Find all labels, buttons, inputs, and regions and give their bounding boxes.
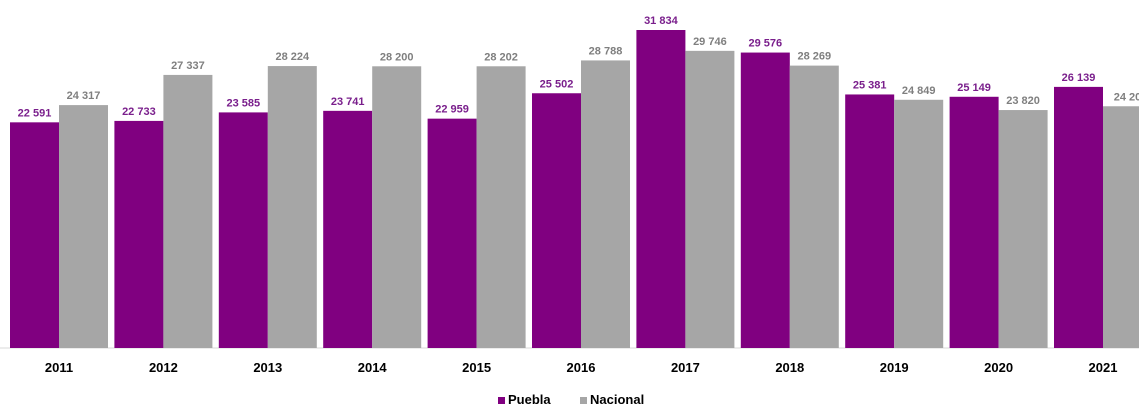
category-label-2016: 2016 xyxy=(567,360,596,375)
category-label-2019: 2019 xyxy=(880,360,909,375)
data-label-nacional-2021: 24 20 xyxy=(1114,91,1139,103)
data-label-puebla-2014: 23 741 xyxy=(331,96,365,108)
category-labels: 2011 2012 2013 2014 2015 2016 2017 2018 2019 2020… xyxy=(45,360,1118,375)
data-label-nacional-2014: 28 200 xyxy=(380,51,414,63)
data-label-puebla-2020: 25 149 xyxy=(957,82,991,94)
data-label-puebla-2019: 25 381 xyxy=(853,79,887,91)
bar-puebla-2017 xyxy=(636,30,686,348)
data-label-puebla-2016: 25 502 xyxy=(540,78,574,90)
legend: Puebla Nacional xyxy=(498,392,644,407)
bar-nacional-2020 xyxy=(998,110,1048,348)
bar-puebla-2020 xyxy=(949,96,999,349)
category-label-2018: 2018 xyxy=(775,360,804,375)
bar-puebla-2013 xyxy=(218,112,268,349)
bar-nacional-2012 xyxy=(163,74,213,348)
bar-puebla-2019 xyxy=(845,94,895,348)
data-label-puebla-2018: 29 576 xyxy=(748,38,782,50)
bar-puebla-2021 xyxy=(1054,86,1103,349)
data-label-nacional-2015: 28 202 xyxy=(484,51,518,63)
bars-group: 22 591 24 317 22 733 27 337 23 585 28 224 23 7… xyxy=(10,15,1139,349)
data-label-nacional-2019: 24 849 xyxy=(902,85,936,97)
data-label-nacional-2017: 29 746 xyxy=(693,36,727,48)
bar-puebla-2011 xyxy=(10,122,59,348)
data-label-puebla-2013: 23 585 xyxy=(226,97,260,109)
bar-puebla-2012 xyxy=(114,120,164,348)
data-label-nacional-2013: 28 224 xyxy=(275,51,310,63)
bar-nacional-2019 xyxy=(894,99,944,349)
data-label-nacional-2018: 28 269 xyxy=(797,51,831,63)
category-label-2013: 2013 xyxy=(253,360,282,375)
category-label-2014: 2014 xyxy=(358,360,388,375)
bar-nacional-2015 xyxy=(476,66,526,348)
legend-swatch-puebla xyxy=(498,397,505,404)
bar-puebla-2014 xyxy=(323,110,373,348)
data-label-puebla-2017: 31 834 xyxy=(644,15,679,27)
data-label-nacional-2020: 23 820 xyxy=(1006,95,1040,107)
legend-label-puebla: Puebla xyxy=(508,392,551,407)
bar-nacional-2013 xyxy=(267,66,317,348)
data-label-puebla-2021: 26 139 xyxy=(1062,72,1096,84)
bar-nacional-2021 xyxy=(1103,106,1139,348)
category-label-2017: 2017 xyxy=(671,360,700,375)
category-label-2021: 2021 xyxy=(1089,360,1118,375)
bar-nacional-2017 xyxy=(685,50,735,349)
data-label-nacional-2016: 28 788 xyxy=(589,45,623,57)
category-label-2011: 2011 xyxy=(45,360,73,375)
category-label-2015: 2015 xyxy=(462,360,491,375)
bar-nacional-2011 xyxy=(59,105,108,348)
data-label-nacional-2011: 24 317 xyxy=(67,90,101,102)
legend-swatch-nacional xyxy=(580,397,587,404)
bar-nacional-2016 xyxy=(581,60,630,349)
category-label-2020: 2020 xyxy=(984,360,1013,375)
category-label-2012: 2012 xyxy=(149,360,178,375)
data-label-puebla-2011: 22 591 xyxy=(18,107,52,119)
bar-nacional-2014 xyxy=(372,66,422,349)
bar-nacional-2018 xyxy=(789,65,839,348)
legend-label-nacional: Nacional xyxy=(590,392,644,407)
data-label-puebla-2012: 22 733 xyxy=(122,106,156,118)
data-label-puebla-2015: 22 959 xyxy=(435,104,469,116)
bar-puebla-2015 xyxy=(427,118,477,348)
bar-puebla-2016 xyxy=(532,93,581,348)
bar-puebla-2018 xyxy=(740,52,790,349)
data-label-nacional-2012: 27 337 xyxy=(171,60,205,72)
